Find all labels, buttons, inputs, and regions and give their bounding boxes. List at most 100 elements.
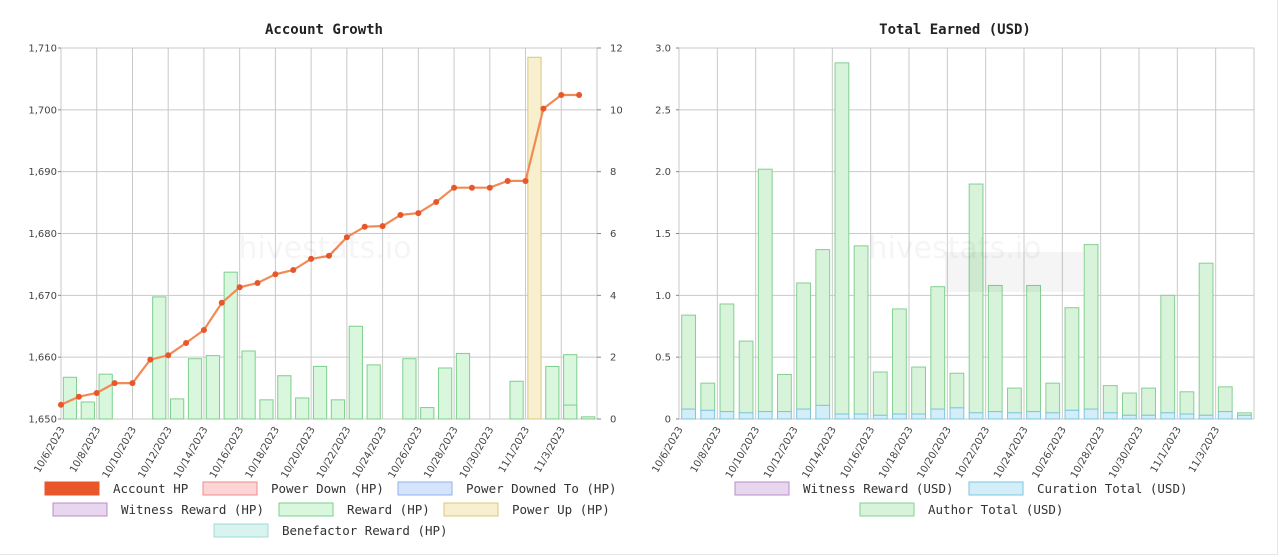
account-growth-title: Account Growth bbox=[265, 22, 383, 38]
hover-overlay bbox=[945, 252, 1083, 292]
right-x-tick-label: 10/12/2023 bbox=[762, 425, 800, 480]
right-x-tick-label: 10/14/2023 bbox=[801, 425, 839, 480]
legend-item[interactable]: Benefactor Reward (HP) bbox=[213, 523, 448, 538]
curation-total-bar bbox=[949, 407, 965, 420]
left-x-tick-label: 10/6/2023 bbox=[32, 425, 67, 475]
reward-hp-bar bbox=[277, 375, 292, 420]
account-hp-point bbox=[308, 255, 315, 262]
legend-swatch bbox=[734, 481, 790, 496]
curation-total-bar bbox=[1237, 414, 1252, 420]
account-hp-point bbox=[147, 356, 154, 363]
curation-total-bar bbox=[719, 411, 735, 420]
left-x-tick-label: 10/30/2023 bbox=[458, 425, 496, 480]
left-y2-tick-label: 2 bbox=[610, 353, 616, 364]
legend-item[interactable]: Power Downed To (HP) bbox=[397, 481, 617, 496]
account-hp-point bbox=[361, 223, 368, 230]
legend-swatch bbox=[859, 502, 915, 517]
right-x-tick-label: 10/28/2023 bbox=[1069, 425, 1107, 480]
account-hp-line bbox=[58, 91, 583, 408]
left-x-tick-label: 10/24/2023 bbox=[351, 425, 389, 480]
author-total-bar bbox=[911, 366, 926, 415]
legend-item[interactable]: Reward (HP) bbox=[278, 502, 430, 517]
reward-hp-bar bbox=[563, 404, 578, 420]
author-total-bar bbox=[853, 245, 869, 415]
account-hp-point bbox=[183, 339, 190, 346]
right-x-tick-label: 10/18/2023 bbox=[877, 425, 915, 480]
left-x-tick-label: 10/26/2023 bbox=[387, 425, 425, 480]
reward-hp-bar bbox=[241, 350, 256, 420]
total-earned-legend[interactable]: Witness Reward (USD) Curation Total (USD)… bbox=[734, 481, 1188, 517]
left-x-tick-label: 10/14/2023 bbox=[172, 425, 210, 480]
legend-item[interactable]: Power Up (HP) bbox=[443, 502, 610, 517]
author-total-bar bbox=[681, 314, 696, 410]
legend-item[interactable]: Witness Reward (USD) bbox=[734, 481, 954, 496]
curation-total-bar bbox=[930, 408, 946, 420]
left-x-tick-label: 11/1/2023 bbox=[497, 425, 532, 475]
curation-total-bar bbox=[700, 409, 716, 420]
reward-hp-bar bbox=[80, 401, 95, 420]
reward-hp-bar bbox=[509, 380, 524, 420]
reward-hp-bar bbox=[205, 355, 220, 420]
legend-item[interactable]: Curation Total (USD) bbox=[968, 481, 1188, 496]
account-hp-point bbox=[397, 211, 404, 218]
account-hp-point bbox=[272, 271, 279, 278]
right-x-tick-label: 10/22/2023 bbox=[954, 425, 992, 480]
right-x-axis-ticks: 10/6/2023 10/8/2023 10/10/2023 10/12/2023 10… bbox=[650, 425, 1222, 480]
curation-total-bar bbox=[911, 413, 926, 420]
left-x-tick-label: 10/20/2023 bbox=[279, 425, 317, 480]
account-hp-point bbox=[433, 198, 440, 205]
account-hp-point bbox=[111, 380, 118, 387]
legend-swatch bbox=[968, 481, 1024, 496]
left-y2-tick-label: 10 bbox=[610, 105, 623, 116]
legend-label: Power Up (HP) bbox=[512, 502, 610, 517]
account-growth-legend[interactable]: Account HP Power Down (HP) Power Downed To… bbox=[44, 481, 617, 538]
reward-hp-bar bbox=[330, 399, 346, 420]
author-total-bar bbox=[1102, 385, 1118, 414]
left-y2-tick-label: 6 bbox=[610, 229, 616, 240]
curation-total-bar bbox=[815, 404, 831, 420]
legend-item[interactable]: Power Down (HP) bbox=[202, 481, 384, 496]
reward-hp-bar bbox=[402, 358, 417, 420]
left-y2-tick-label: 4 bbox=[610, 291, 616, 302]
author-total-bar bbox=[700, 382, 716, 411]
author-total-bar bbox=[1083, 244, 1099, 410]
curation-total-bar bbox=[757, 411, 773, 420]
legend-swatch bbox=[278, 502, 334, 517]
legend-item[interactable]: Witness Reward (HP) bbox=[52, 502, 264, 517]
legend-item[interactable]: Author Total (USD) bbox=[859, 502, 1063, 517]
right-x-tick-label: 11/3/2023 bbox=[1187, 425, 1222, 475]
reward-hp-bar bbox=[348, 325, 363, 420]
author-total-bar bbox=[719, 303, 735, 413]
right-y-tick-label: 2.5 bbox=[655, 105, 671, 116]
reward-hp-bar bbox=[580, 416, 596, 420]
right-y-tick-label: 2.0 bbox=[655, 167, 671, 178]
account-hp-point bbox=[415, 210, 422, 217]
curation-total-bar bbox=[777, 411, 792, 420]
right-x-tick-label: 10/10/2023 bbox=[724, 425, 762, 480]
account-hp-point bbox=[58, 401, 64, 408]
author-total-bar bbox=[1198, 262, 1214, 416]
author-total-bar bbox=[892, 308, 907, 415]
legend-item[interactable]: Account HP bbox=[44, 481, 188, 496]
curation-total-bar bbox=[1217, 411, 1233, 420]
watermark-left: hivestats.io bbox=[239, 231, 412, 266]
legend-label: Curation Total (USD) bbox=[1037, 481, 1188, 496]
account-hp-point bbox=[540, 105, 547, 112]
account-hp-point bbox=[254, 279, 261, 286]
author-total-bar bbox=[1122, 392, 1137, 416]
legend-swatch bbox=[213, 523, 269, 538]
account-hp-point bbox=[468, 184, 475, 191]
curation-total-bar bbox=[1160, 412, 1176, 420]
left-bars bbox=[62, 56, 596, 420]
left-y2-axis-ticks: 0 2 4 6 8 10 12 bbox=[597, 44, 623, 426]
account-hp-point bbox=[75, 393, 82, 400]
reward-hp-bar bbox=[259, 399, 274, 420]
account-hp-path bbox=[60, 93, 580, 406]
curation-total-bar bbox=[987, 411, 1003, 420]
account-hp-point bbox=[486, 184, 493, 191]
left-y-tick-label: 1,680 bbox=[28, 229, 57, 240]
curation-total-bar bbox=[1045, 412, 1061, 420]
author-total-bar bbox=[757, 168, 773, 413]
total-earned-title: Total Earned (USD) bbox=[879, 22, 1031, 38]
